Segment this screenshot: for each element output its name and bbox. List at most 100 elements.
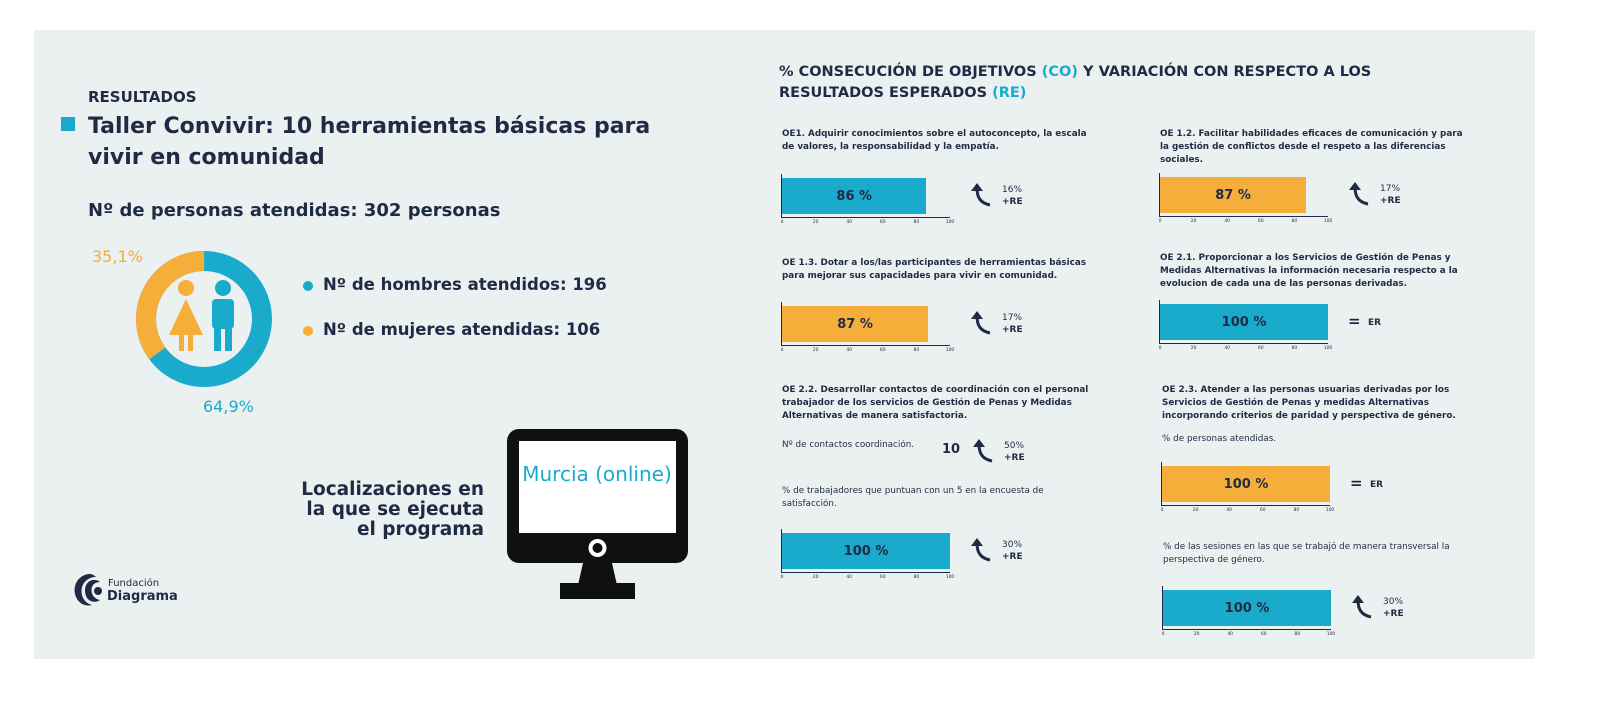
legend-men-label: Nº de hombres atendidos: 196 (323, 275, 607, 294)
curved-up-arrow-icon (971, 538, 991, 562)
axis-tick-label: 60 (879, 575, 886, 580)
chart-bar: 100 % (1162, 466, 1330, 502)
axis-tick-label: 0 (780, 348, 784, 353)
axis-tick-label: 100 (945, 220, 955, 225)
variation-value: 50% +RE (1004, 440, 1025, 464)
variation-ref: +RE (1002, 197, 1023, 207)
title-co: (CO) (1041, 64, 1078, 80)
variation-value: 30% +RE (1002, 539, 1023, 563)
chart-bar: 100 % (1163, 590, 1331, 626)
chart-bar: 100 % (1160, 304, 1328, 340)
axis-tick-label: 40 (846, 575, 853, 580)
legend-women-dot (303, 326, 313, 336)
locations-label: Localizaciones en la que se ejecuta el p… (301, 479, 484, 540)
objective-text: OE1. Adquirir conocimientos sobre el aut… (782, 129, 1087, 152)
chart-x-axis (1159, 216, 1328, 217)
axis-tick-label: 80 (1294, 632, 1301, 637)
axis-tick-label: 100 (945, 348, 955, 353)
chart-x-axis (781, 217, 950, 218)
woman-icon (169, 280, 203, 351)
axis-tick-label: 0 (780, 220, 784, 225)
variation-value: 16% +RE (1002, 184, 1023, 208)
axis-tick-label: 40 (846, 220, 853, 225)
location-value: Murcia (online) (522, 462, 672, 486)
axis-tick-label: 40 (1224, 219, 1231, 224)
chart-y-axis (781, 302, 782, 346)
variation-ref: +RE (1004, 453, 1025, 463)
objectives-title: % CONSECUCIÓN DE OBJETIVOS (CO) Y VARIAC… (779, 62, 1479, 104)
axis-tick-label: 100 (1323, 219, 1333, 224)
curved-up-arrow-icon (1352, 595, 1372, 619)
curved-up-arrow-icon (971, 183, 991, 207)
chart-y-axis (1159, 300, 1160, 344)
donut-women-segment (136, 250, 272, 387)
axis-tick-label: 60 (1257, 219, 1264, 224)
axis-tick-label: 0 (1161, 632, 1165, 637)
women-percentage-label: 35,1% (92, 247, 143, 266)
fundacion-diagrama-logo-icon (74, 574, 102, 606)
section-kicker: RESULTADOS (88, 88, 197, 106)
axis-tick-label: 100 (1325, 508, 1335, 513)
variation-ref: +RE (1002, 552, 1023, 562)
title-bullet-square (61, 117, 75, 131)
chart-y-axis (781, 174, 782, 218)
axis-tick-label: 40 (846, 348, 853, 353)
chart-bar: 100 % (782, 533, 950, 569)
curved-up-arrow-icon (971, 311, 991, 335)
metric-label: % de trabajadores que puntuan con un 5 e… (782, 486, 1044, 509)
metric-label: % de personas atendidas. (1162, 434, 1277, 444)
axis-tick-label: 20 (1193, 632, 1200, 637)
axis-tick-label: 20 (812, 220, 819, 225)
title-re: (RE) (992, 85, 1027, 101)
axis-tick-label: 60 (1257, 346, 1264, 351)
chart-bar: 86 % (782, 178, 927, 214)
axis-tick-label: 60 (1260, 632, 1267, 637)
axis-tick-label: 80 (913, 348, 920, 353)
logo-line-1: Fundación (108, 578, 160, 589)
chart-x-axis (781, 572, 950, 573)
chart-y-axis (1161, 462, 1162, 506)
logo-line-2: Diagrama (107, 589, 178, 604)
axis-tick-label: 40 (1224, 346, 1231, 351)
chart-x-axis (1159, 343, 1328, 344)
axis-tick-label: 20 (812, 348, 819, 353)
axis-tick-label: 0 (1160, 508, 1164, 513)
axis-tick-label: 60 (879, 348, 886, 353)
objective-text: OE 2.2. Desarrollar contactos de coordin… (782, 385, 1089, 421)
axis-tick-label: 80 (913, 220, 920, 225)
metric-label: % de las sesiones en las que se trabajó … (1163, 542, 1450, 565)
equals-icon: = (1348, 312, 1361, 330)
curved-up-arrow-icon (973, 439, 993, 463)
chart-y-axis (1159, 173, 1160, 217)
axis-tick-label: 20 (1190, 346, 1197, 351)
gender-donut-chart (136, 250, 272, 387)
title-part-2: Y VARIACIÓN CON RESPECTO A LOS RESULTADO… (779, 64, 1372, 101)
variation-pct: 30% (1383, 597, 1404, 607)
axis-tick-label: 20 (812, 575, 819, 580)
persons-attended: Nº de personas atendidas: 302 personas (88, 200, 501, 221)
axis-tick-label: 80 (1291, 219, 1298, 224)
metric-label: Nº de contactos coordinación. (782, 440, 915, 450)
legend-women-label: Nº de mujeres atendidas: 106 (323, 320, 601, 339)
variation-ref: +RE (1002, 325, 1023, 335)
axis-tick-label: 80 (913, 575, 920, 580)
chart-x-axis (1162, 629, 1331, 630)
equals-icon: = (1350, 474, 1363, 492)
variation-pct: 17% (1002, 313, 1023, 323)
chart-bar: 87 % (782, 306, 929, 342)
axis-tick-label: 40 (1227, 632, 1234, 637)
man-icon (212, 280, 234, 351)
axis-tick-label: 100 (1326, 632, 1336, 637)
variation-pct: 30% (1002, 540, 1023, 550)
page-title: Taller Convivir: 10 herramientas básicas… (88, 114, 651, 170)
axis-tick-label: 20 (1192, 508, 1199, 513)
axis-tick-label: 60 (879, 220, 886, 225)
axis-tick-label: 0 (780, 575, 784, 580)
objective-text: OE 2.1. Proporcionar a los Servicios de … (1160, 253, 1458, 289)
variation-value: 17% +RE (1380, 183, 1401, 207)
chart-x-axis (781, 345, 950, 346)
variation-pct: 50% (1004, 441, 1025, 451)
chart-bar: 87 % (1160, 177, 1307, 213)
title-part-1: % CONSECUCIÓN DE OBJETIVOS (779, 64, 1042, 80)
objective-text: OE 1.2. Facilitar habilidades eficaces d… (1160, 129, 1463, 165)
